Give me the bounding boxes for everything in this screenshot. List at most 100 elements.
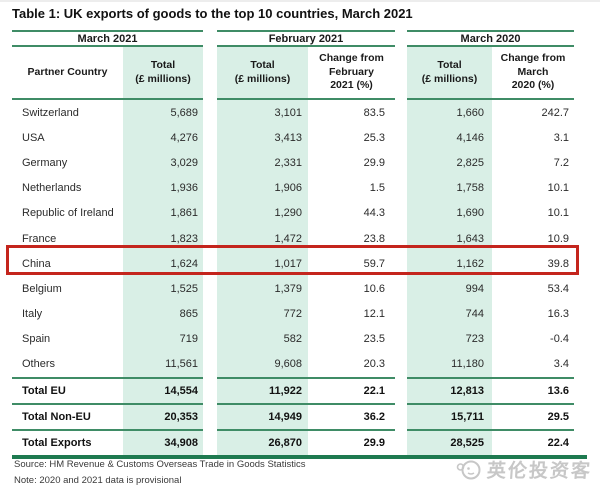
- column-gutter: [203, 403, 217, 430]
- column-gutter: [395, 301, 407, 327]
- table-row: Italy 865 772 12.1 744 16.3: [12, 301, 574, 327]
- march2020-total-cell: 11,180: [407, 351, 492, 378]
- march2021-total-cell: 3,029: [123, 150, 203, 176]
- table-row: Belgium 1,525 1,379 10.6 994 53.4: [12, 276, 574, 302]
- country-cell: Italy: [22, 308, 43, 321]
- feb2021-change-cell: 10.6: [363, 282, 385, 295]
- table-total-row: Total Exports 34,908 26,870 29.9 28,525 …: [12, 429, 574, 456]
- table-row: Republic of Ireland 1,861 1,290 44.3 1,6…: [12, 200, 574, 226]
- march2021-total-cell: 1,525: [123, 276, 203, 302]
- march2021-total-cell: 34,908: [123, 429, 203, 456]
- feb2021-total-cell: 1,290: [217, 200, 308, 226]
- feb2021-total-cell: 1,379: [217, 276, 308, 302]
- march2020-change-cell: 10.1: [547, 207, 569, 220]
- march2020-change-cell: -0.4: [550, 333, 569, 346]
- exports-table: March 2021 February 2021 March 2020 Part…: [12, 30, 587, 459]
- source-note: Source: HM Revenue & Customs Overseas Tr…: [14, 459, 306, 470]
- country-cell: Belgium: [22, 282, 62, 295]
- column-gutter: [395, 150, 407, 176]
- column-gutter: [203, 225, 217, 252]
- march2020-total-cell: 1,690: [407, 200, 492, 226]
- group-header-march-2020: March 2020: [407, 30, 574, 47]
- feb2021-change-cell: 83.5: [363, 106, 385, 119]
- watermark-logo-icon: [456, 460, 481, 479]
- feb2021-change-cell: 22.1: [308, 377, 395, 403]
- column-gutter: [395, 175, 407, 201]
- march2020-total-cell: 2,825: [407, 150, 492, 176]
- column-gutter: [395, 351, 407, 378]
- table-bottom-rule: [12, 455, 587, 459]
- header-feb2021-change: Change from February 2021 (%): [308, 47, 395, 100]
- column-gutter: [395, 429, 407, 456]
- watermark: 英伦投资客: [456, 456, 593, 483]
- column-gutter: [395, 251, 407, 277]
- march2021-total-cell: 14,554: [123, 377, 203, 404]
- country-cell: Germany: [22, 156, 68, 169]
- table-body: Switzerland 5,689 3,101 83.5 1,660 242.7…: [12, 100, 574, 378]
- column-gutter: [203, 30, 217, 47]
- column-gutter: [203, 351, 217, 378]
- table-row: Netherlands 1,936 1,906 1.5 1,758 10.1: [12, 175, 574, 201]
- march2020-total-cell: 15,711: [407, 403, 492, 430]
- feb2021-change-cell: 23.5: [363, 333, 385, 346]
- table-row: Germany 3,029 2,331 29.9 2,825 7.2: [12, 150, 574, 176]
- table-title: Table 1: UK exports of goods to the top …: [12, 6, 413, 21]
- march2021-total-cell: 5,689: [123, 100, 203, 126]
- march2021-total-cell: 20,353: [123, 403, 203, 430]
- country-cell: Spain: [22, 333, 51, 346]
- feb2021-total-cell: 11,922: [217, 377, 308, 404]
- table-totals: Total EU 14,554 11,922 22.1 12,813 13.6 …: [12, 377, 574, 456]
- column-gutter: [395, 125, 407, 151]
- column-gutter: [203, 200, 217, 226]
- column-gutter: [395, 377, 407, 404]
- column-gutter: [203, 301, 217, 327]
- feb2021-total-cell: 2,331: [217, 150, 308, 176]
- feb2021-change-cell: 44.3: [363, 207, 385, 220]
- top-edge-divider: [0, 0, 600, 2]
- march2020-change-cell: 16.3: [547, 308, 569, 321]
- march2021-total-cell: 865: [123, 301, 203, 327]
- column-gutter: [203, 377, 217, 404]
- march2020-change-cell: 242.7: [541, 106, 569, 119]
- header-march2020-total: Total (£ millions): [407, 47, 492, 100]
- table-row: Switzerland 5,689 3,101 83.5 1,660 242.7: [12, 100, 574, 126]
- march2020-total-cell: 12,813: [407, 377, 492, 404]
- table-row: Spain 719 582 23.5 723 -0.4: [12, 326, 574, 352]
- column-gutter: [395, 200, 407, 226]
- feb2021-total-cell: 3,413: [217, 125, 308, 151]
- group-header-february-2021: February 2021: [217, 30, 395, 47]
- feb2021-change-cell: 1.5: [369, 182, 385, 195]
- column-gutter: [203, 175, 217, 201]
- table-row: USA 4,276 3,413 25.3 4,146 3.1: [12, 125, 574, 151]
- march2020-change-cell: 13.6: [492, 377, 574, 403]
- column-gutter: [395, 30, 407, 47]
- header-march2020-change: Change from March 2020 (%): [492, 47, 574, 100]
- feb2021-change-cell: 29.9: [363, 156, 385, 169]
- column-gutter: [203, 125, 217, 151]
- feb2021-total-cell: 1,906: [217, 175, 308, 201]
- march2020-change-cell: 10.1: [547, 182, 569, 195]
- column-gutter: [203, 150, 217, 176]
- feb2021-change-cell: 23.8: [363, 232, 385, 245]
- march2020-change-cell: 3.1: [553, 131, 569, 144]
- column-gutter: [203, 100, 217, 126]
- provisional-note: Note: 2020 and 2021 data is provisional: [14, 475, 182, 486]
- march2020-total-cell: 28,525: [407, 429, 492, 456]
- country-cell: Netherlands: [22, 182, 82, 195]
- march2020-total-cell: 4,146: [407, 125, 492, 151]
- feb2021-change-cell: 29.9: [308, 429, 395, 455]
- feb2021-change-cell: 36.2: [308, 403, 395, 429]
- march2021-total-cell: 11,561: [123, 351, 203, 378]
- feb2021-change-cell: 20.3: [363, 358, 385, 371]
- march2020-total-cell: 723: [407, 326, 492, 352]
- table-row: Others 11,561 9,608 20.3 11,180 3.4: [12, 351, 574, 378]
- march2020-change-cell: 53.4: [547, 282, 569, 295]
- column-gutter: [395, 47, 407, 100]
- country-cell: Republic of Ireland: [22, 207, 114, 220]
- march2021-total-cell: 4,276: [123, 125, 203, 151]
- watermark-text: 英伦投资客: [486, 461, 593, 482]
- feb2021-total-cell: 3,101: [217, 100, 308, 126]
- march2020-change-cell: 22.4: [492, 429, 574, 455]
- march2020-change-cell: 29.5: [492, 403, 574, 429]
